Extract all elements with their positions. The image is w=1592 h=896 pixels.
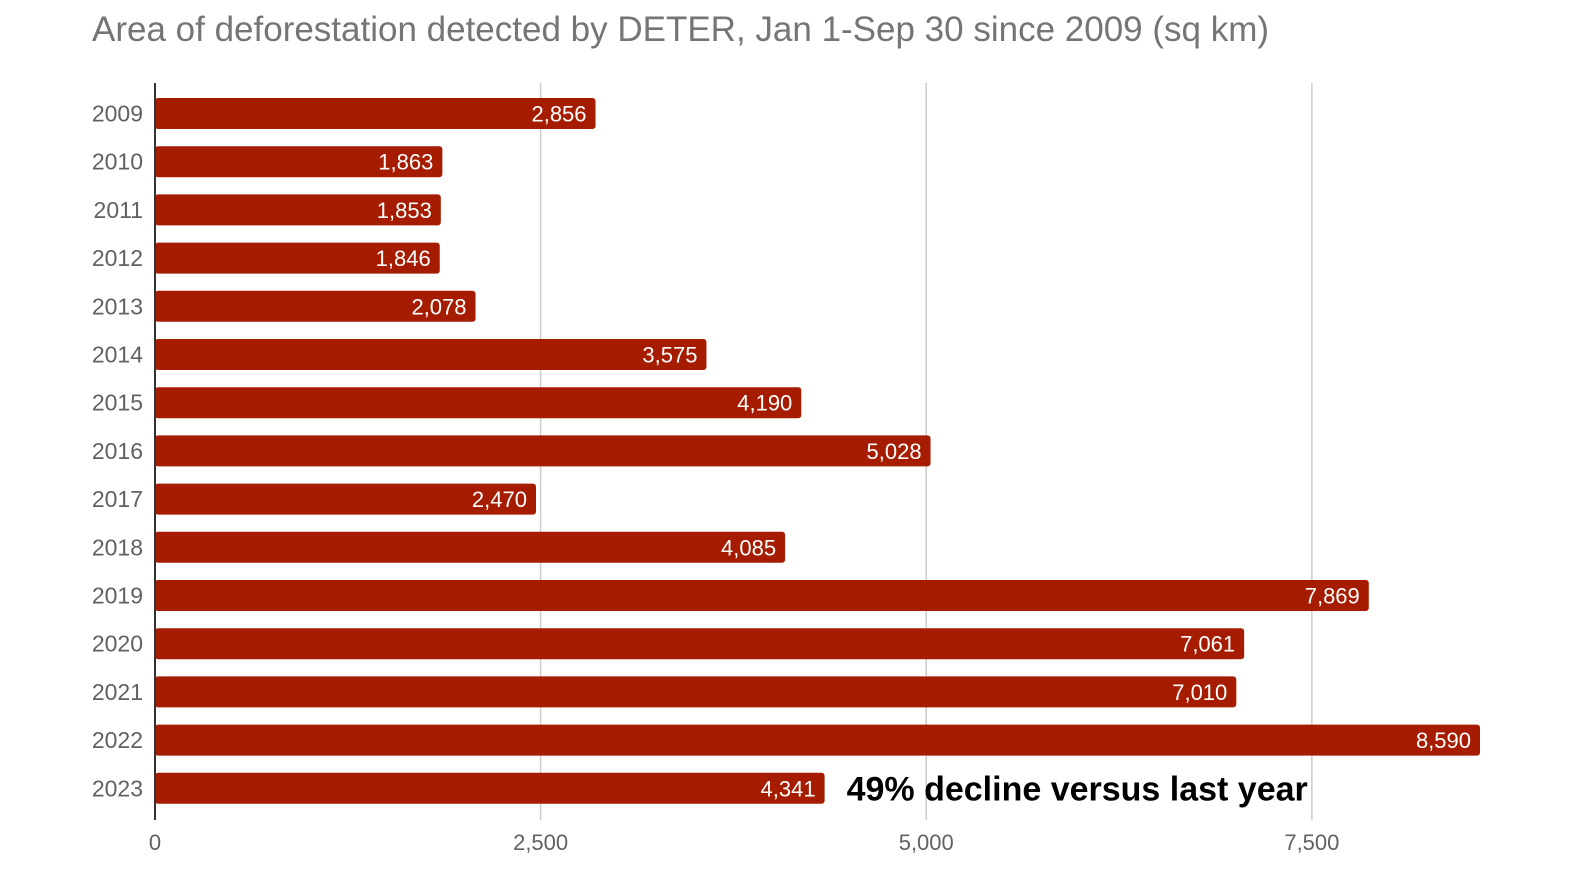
data-label: 2,078	[411, 294, 466, 319]
category-label: 2019	[92, 583, 143, 609]
x-tick-label: 2,500	[513, 830, 568, 855]
bar	[155, 194, 441, 226]
bar	[155, 339, 707, 370]
category-label: 2010	[92, 149, 143, 175]
data-label: 4,085	[721, 535, 776, 560]
data-label: 8,590	[1416, 728, 1471, 753]
data-label: 3,575	[642, 343, 697, 368]
data-label: 2,856	[531, 102, 586, 127]
bar	[155, 676, 1237, 708]
category-label: 2018	[92, 534, 143, 560]
category-label: 2017	[92, 486, 143, 512]
data-label: 1,863	[378, 150, 433, 175]
data-label: 4,341	[761, 776, 816, 801]
data-label: 1,853	[377, 198, 432, 223]
category-label: 2013	[92, 293, 143, 319]
data-label: 5,028	[867, 439, 922, 464]
bar	[155, 290, 476, 322]
bar	[155, 242, 440, 274]
data-label: 1,846	[376, 246, 431, 271]
category-label: 2023	[92, 775, 143, 801]
category-label: 2015	[92, 390, 143, 416]
category-label: 2011	[94, 197, 143, 223]
bar	[155, 387, 802, 419]
bar	[155, 98, 596, 129]
x-tick-label: 5,000	[899, 830, 954, 855]
bar	[155, 531, 786, 563]
category-label: 2022	[92, 727, 143, 753]
data-label: 7,061	[1180, 632, 1235, 657]
x-tick-label: 0	[149, 830, 161, 855]
category-label: 2021	[92, 679, 143, 705]
bar	[155, 483, 536, 515]
x-tick-label: 7,500	[1284, 830, 1339, 855]
category-label: 2012	[92, 245, 143, 271]
bar	[155, 580, 1369, 611]
category-label: 2020	[92, 631, 143, 657]
annotation-text: 49% decline versus last year	[847, 770, 1308, 808]
bar	[155, 724, 1480, 756]
bar	[155, 146, 443, 178]
category-label: 2014	[92, 342, 143, 368]
chart-title: Area of deforestation detected by DETER,…	[92, 10, 1270, 49]
category-label: 2009	[92, 101, 143, 127]
bar	[155, 435, 931, 467]
data-label: 7,869	[1305, 584, 1360, 609]
data-label: 7,010	[1172, 680, 1227, 705]
category-label: 2016	[92, 438, 143, 464]
data-label: 2,470	[472, 487, 527, 512]
data-label: 4,190	[737, 391, 792, 416]
bar	[155, 628, 1245, 660]
bar	[155, 772, 825, 804]
